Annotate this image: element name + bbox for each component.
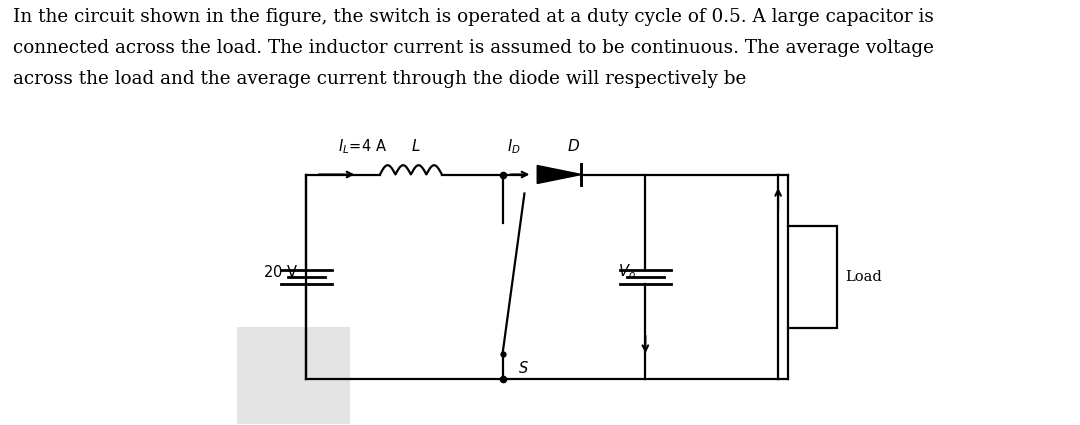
Bar <box>788 226 837 328</box>
Text: $L$: $L$ <box>411 138 420 154</box>
Text: $I_D$: $I_D$ <box>507 137 521 156</box>
Text: Load: Load <box>845 270 881 284</box>
Text: In the circuit shown in the figure, the switch is operated at a duty cycle of 0.: In the circuit shown in the figure, the … <box>13 8 934 88</box>
Text: $D$: $D$ <box>567 138 580 154</box>
Text: $20\ \mathrm{V}$: $20\ \mathrm{V}$ <box>264 264 298 280</box>
Polygon shape <box>537 165 581 184</box>
Text: $I_L\!=\!4\ \mathrm{A}$: $I_L\!=\!4\ \mathrm{A}$ <box>338 137 388 156</box>
FancyBboxPatch shape <box>238 326 350 424</box>
Text: $V_o$: $V_o$ <box>618 263 635 281</box>
Text: $S$: $S$ <box>517 360 528 376</box>
